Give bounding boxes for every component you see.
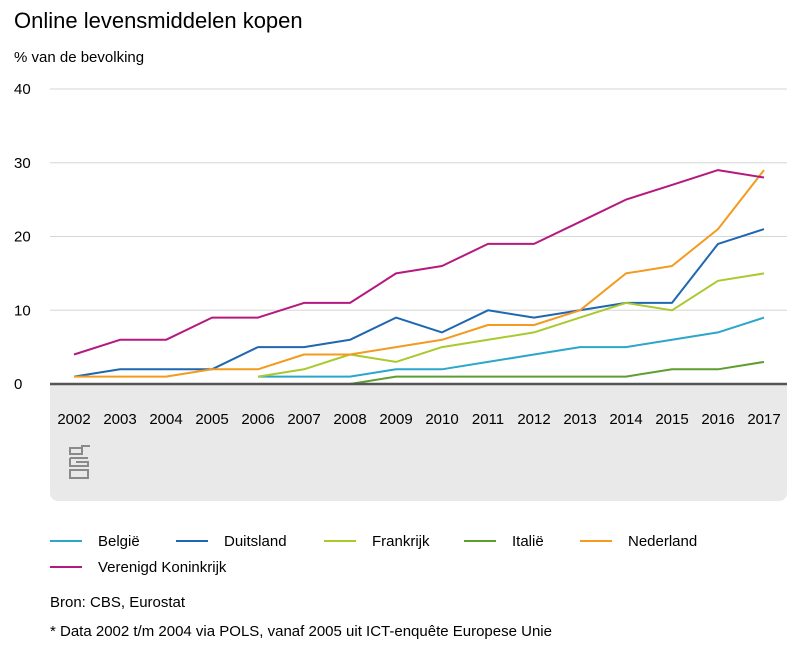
series-line-verenigd-koninkrijk <box>73 169 765 356</box>
y-axis-unit-label: % van de bevolking <box>14 49 145 66</box>
x-axis-band <box>50 384 787 501</box>
x-tick-label: 2004 <box>149 411 182 428</box>
legend-swatch <box>324 540 356 542</box>
footnote: * Data 2002 t/m 2004 via POLS, vanaf 200… <box>50 623 552 640</box>
legend-swatch <box>50 540 82 542</box>
series-line-nederland <box>74 169 765 378</box>
x-tick-label: 2003 <box>103 411 136 428</box>
legend-item: Duitsland <box>176 530 287 552</box>
legend-swatch <box>176 540 208 542</box>
x-tick-label: 2012 <box>517 411 550 428</box>
legend-swatch <box>580 540 612 542</box>
legend-swatch <box>464 540 496 542</box>
x-tick-label: 2007 <box>287 411 320 428</box>
x-tick-label: 2005 <box>195 411 228 428</box>
legend-item: Verenigd Koninkrijk <box>50 556 226 578</box>
legend-label: Frankrijk <box>372 532 430 550</box>
legend-item: België <box>50 530 140 552</box>
y-tick-label: 0 <box>14 376 22 393</box>
cbs-logo-icon <box>69 445 90 479</box>
legend-swatch <box>50 566 82 568</box>
legend-item: Frankrijk <box>324 530 430 552</box>
legend-label: Nederland <box>628 532 698 550</box>
x-tick-label: 2010 <box>425 411 458 428</box>
series-line-italië <box>258 360 765 385</box>
x-tick-label: 2015 <box>655 411 688 428</box>
y-tick-label: 30 <box>14 155 31 172</box>
x-axis-band-top <box>50 384 787 394</box>
legend-label: Duitsland <box>224 532 287 550</box>
y-tick-label: 10 <box>14 302 31 319</box>
legend-label: Italië <box>512 532 544 550</box>
x-tick-label: 2011 <box>472 411 504 428</box>
y-tick-label: 40 <box>14 81 31 98</box>
x-tick-label: 2009 <box>379 411 412 428</box>
legend-item: Italië <box>464 530 544 552</box>
series-line-belgië <box>258 316 765 378</box>
series-line-frankrijk <box>257 272 765 378</box>
legend-item: Nederland <box>580 530 697 552</box>
x-tick-label: 2002 <box>57 411 90 428</box>
legend-label: België <box>98 532 140 550</box>
y-tick-label: 20 <box>14 229 31 246</box>
x-tick-label: 2016 <box>701 411 734 428</box>
line-chart: 0 10 20 30 40 2002 2003 2004 2005 2006 2007 2008 200… <box>14 81 787 501</box>
x-tick-label: 2013 <box>563 411 596 428</box>
legend-label: Verenigd Koninkrijk <box>98 558 227 576</box>
x-tick-label: 2014 <box>609 411 642 428</box>
x-tick-label: 2008 <box>333 411 366 428</box>
x-tick-label: 2017 <box>747 411 780 428</box>
chart-title: Online levensmiddelen kopen <box>14 8 303 33</box>
series-line-duitsland <box>73 228 765 378</box>
x-tick-label: 2006 <box>241 411 274 428</box>
source-note: Bron: CBS, Eurostat <box>50 594 186 611</box>
